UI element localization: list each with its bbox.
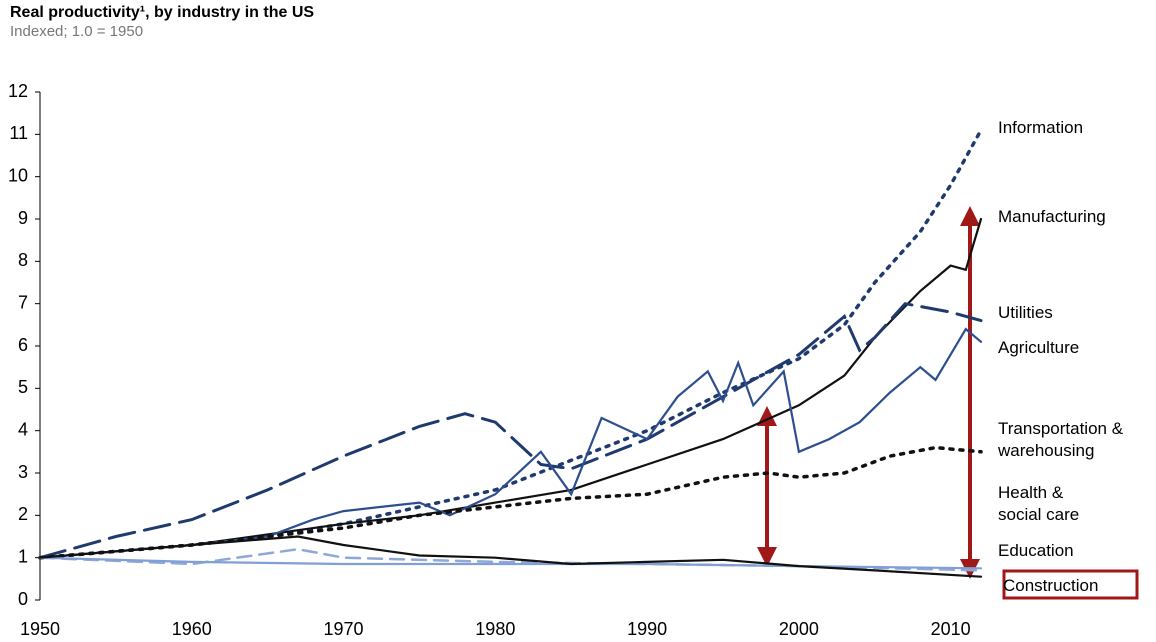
- x-tick-label: 1960: [172, 619, 212, 639]
- series-line: [38, 302, 983, 560]
- y-tick-label: 9: [18, 208, 28, 228]
- y-tick-label: 10: [8, 165, 28, 185]
- series-label: Transportation & warehousing: [998, 419, 1124, 460]
- y-tick-label: 11: [9, 123, 28, 143]
- series-label: Information: [998, 118, 1084, 137]
- y-tick-label: 5: [18, 377, 28, 397]
- series-line: [38, 128, 983, 560]
- y-tick-label: 0: [18, 589, 28, 609]
- series-line: [38, 535, 983, 578]
- chart-subtitle: Indexed; 1.0 = 1950: [10, 23, 144, 40]
- y-tick-label: 1: [18, 546, 28, 566]
- series-label: Education: [998, 541, 1074, 560]
- x-tick-label: 2010: [931, 619, 971, 639]
- series-line: [38, 445, 983, 560]
- x-tick-label: 1980: [475, 619, 515, 639]
- series-label: Utilities: [998, 303, 1053, 322]
- highlight-box: [1002, 569, 1139, 600]
- y-tick-label: 3: [18, 462, 28, 482]
- y-tick-label: 7: [18, 292, 28, 312]
- x-tick-label: 1950: [20, 619, 60, 639]
- series-label: Manufacturing: [998, 207, 1106, 226]
- x-tick-label: 1990: [627, 619, 667, 639]
- y-tick-label: 4: [18, 419, 28, 439]
- y-tick-label: 6: [18, 335, 28, 355]
- x-tick-label: 1970: [324, 619, 364, 639]
- series-label: Agriculture: [998, 338, 1080, 357]
- x-tick-label: 2000: [779, 619, 819, 639]
- series-line: [38, 327, 983, 559]
- series-line: [38, 217, 983, 559]
- y-tick-label: 12: [8, 81, 28, 101]
- y-tick-label: 8: [18, 250, 28, 270]
- series-label: Construction: [1003, 576, 1099, 595]
- series-label: Health & social care: [998, 483, 1080, 524]
- y-tick-label: 2: [18, 504, 28, 524]
- chart-title: Real productivity¹, by industry in the U…: [10, 4, 315, 21]
